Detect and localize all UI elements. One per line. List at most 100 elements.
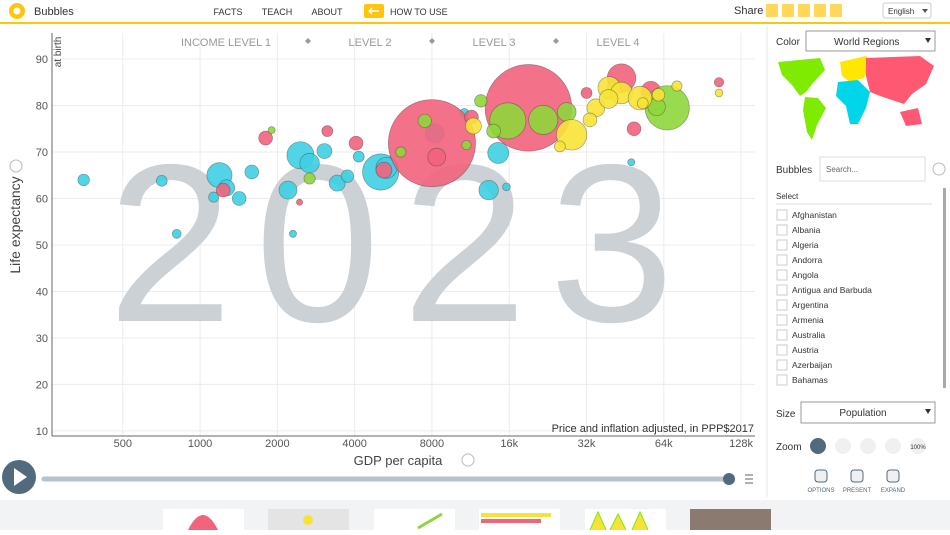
share-icon[interactable]	[830, 4, 842, 17]
panel-button-icon[interactable]	[886, 469, 900, 483]
bubble[interactable]	[387, 99, 476, 188]
country-name[interactable]: Angola	[792, 270, 819, 280]
bubble[interactable]	[299, 153, 320, 174]
country-name[interactable]: Austria	[792, 345, 819, 355]
bubble[interactable]	[554, 140, 566, 153]
country-name[interactable]: Algeria	[792, 240, 819, 250]
bubble[interactable]	[267, 126, 276, 135]
bubble[interactable]	[627, 158, 636, 167]
bubble[interactable]	[395, 146, 407, 158]
bubble[interactable]	[478, 179, 499, 201]
help-icon[interactable]	[9, 159, 23, 173]
bubble[interactable]	[427, 147, 447, 167]
country-name[interactable]: Armenia	[792, 315, 824, 325]
bubble[interactable]	[296, 198, 303, 206]
country-name[interactable]: Antigua and Barbuda	[792, 285, 872, 295]
color-select[interactable]	[805, 30, 936, 52]
how-to-use[interactable]: HOW TO USE	[390, 7, 448, 17]
timeline-handle[interactable]	[723, 473, 735, 485]
share-icon[interactable]	[782, 4, 794, 17]
nav-link[interactable]: TEACH	[262, 7, 293, 17]
country-name[interactable]: Azerbaijan	[792, 360, 832, 370]
map-americas[interactable]	[778, 58, 826, 140]
bubble[interactable]	[348, 135, 364, 151]
bubble[interactable]	[557, 102, 577, 122]
bubble[interactable]	[713, 77, 725, 88]
checkbox[interactable]	[776, 239, 788, 251]
panel-button-label[interactable]: PRESENT	[843, 488, 872, 494]
share-icon[interactable]	[798, 4, 810, 17]
help-icon[interactable]	[932, 162, 946, 176]
bubble[interactable]	[321, 125, 334, 137]
bubble[interactable]	[626, 121, 642, 137]
bubble[interactable]	[208, 191, 220, 203]
checkbox[interactable]	[776, 344, 788, 356]
bubble[interactable]	[231, 191, 247, 206]
country-name[interactable]: Afghanistan	[792, 210, 837, 220]
bubble[interactable]	[474, 94, 488, 108]
panel-button-label[interactable]: OPTIONS	[807, 488, 834, 494]
share-icon[interactable]	[814, 4, 826, 17]
world-map[interactable]	[778, 56, 934, 140]
bubble[interactable]	[171, 228, 182, 239]
bubble[interactable]	[328, 174, 346, 192]
bubble[interactable]	[303, 172, 316, 185]
bubble[interactable]	[352, 150, 365, 163]
panel-button-icon[interactable]	[814, 469, 828, 483]
panel-button-label[interactable]: EXPAND	[881, 488, 906, 494]
checkbox[interactable]	[776, 254, 788, 266]
help-icon[interactable]	[461, 453, 475, 467]
map-asia[interactable]	[866, 56, 934, 126]
bubble[interactable]	[636, 97, 649, 110]
app-name[interactable]: Bubbles	[34, 6, 74, 18]
country-name[interactable]: Andorra	[792, 255, 823, 265]
nav-link[interactable]: FACTS	[213, 7, 242, 17]
zoom-reset[interactable]	[910, 438, 926, 454]
bubble[interactable]	[316, 143, 333, 159]
checkbox[interactable]	[776, 299, 788, 311]
share-icon[interactable]	[766, 4, 778, 17]
scrollbar[interactable]	[943, 188, 946, 388]
bubble[interactable]	[155, 174, 168, 187]
map-africa[interactable]	[836, 80, 870, 124]
bubble[interactable]	[714, 88, 724, 98]
zoom-out[interactable]	[860, 438, 876, 454]
search-box[interactable]	[819, 156, 926, 182]
checkbox[interactable]	[776, 314, 788, 326]
bubble[interactable]	[671, 80, 683, 92]
country-name[interactable]: Argentina	[792, 300, 829, 310]
bubble[interactable]	[417, 113, 432, 128]
speed-icon[interactable]	[745, 474, 753, 484]
bubble[interactable]	[289, 229, 297, 238]
thumbnail[interactable]	[374, 509, 455, 530]
checkbox[interactable]	[776, 359, 788, 371]
y-axis-label[interactable]: Life expectancy	[7, 176, 23, 273]
bubble[interactable]	[598, 89, 619, 109]
checkbox[interactable]	[776, 209, 788, 221]
x-axis-label[interactable]: GDP per capita	[354, 453, 443, 468]
bubble[interactable]	[244, 164, 260, 180]
bubble[interactable]	[528, 105, 559, 135]
zoom-in[interactable]	[835, 438, 851, 454]
bubble[interactable]	[340, 169, 355, 183]
bubble[interactable]	[582, 112, 598, 128]
nav-link[interactable]: ABOUT	[311, 7, 343, 17]
country-name[interactable]: Albania	[792, 225, 821, 235]
map-europe[interactable]	[840, 56, 872, 82]
zoom-arrow[interactable]	[810, 438, 826, 454]
country-name[interactable]: Australia	[792, 330, 825, 340]
thumbnail[interactable]	[690, 509, 771, 530]
bubble[interactable]	[375, 161, 393, 179]
bubble[interactable]	[651, 88, 666, 102]
country-name[interactable]: Bahamas	[792, 375, 828, 385]
language-select[interactable]	[882, 2, 932, 19]
checkbox[interactable]	[776, 224, 788, 236]
checkbox[interactable]	[776, 374, 788, 386]
zoom-pan[interactable]	[885, 438, 901, 454]
bubble[interactable]	[215, 182, 231, 198]
bubble[interactable]	[502, 182, 511, 192]
bubble[interactable]	[487, 142, 510, 164]
size-select[interactable]	[800, 401, 936, 424]
checkbox[interactable]	[776, 284, 788, 296]
checkbox[interactable]	[776, 329, 788, 341]
